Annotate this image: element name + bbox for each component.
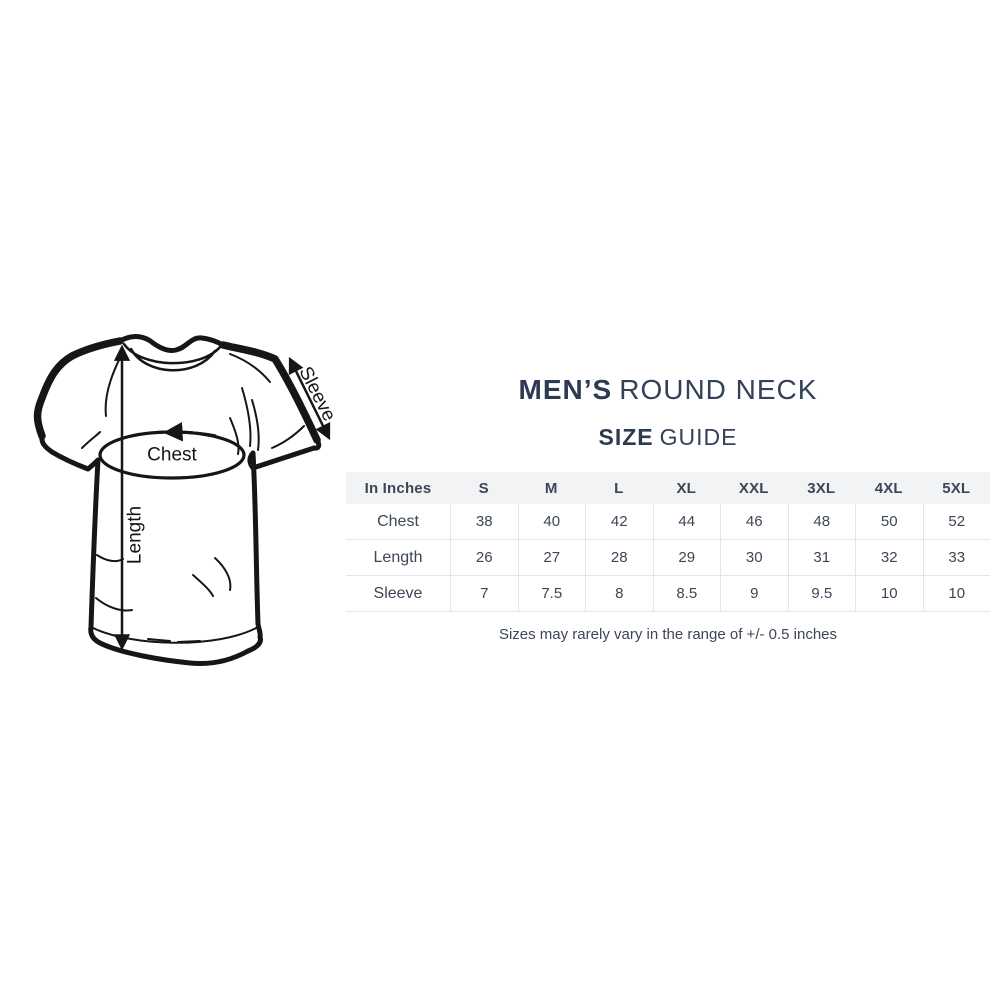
row-label-sleeve: Sleeve	[346, 576, 450, 612]
page-subtitle: SIZE GUIDE	[345, 424, 991, 451]
size-table: In Inches S M L XL XXL 3XL 4XL 5XL Chest…	[346, 472, 990, 612]
column-header-4xl: 4XL	[855, 472, 923, 504]
table-cell: 32	[855, 540, 923, 576]
collar-detail	[122, 342, 222, 372]
subtitle-emphasis: SIZE	[598, 424, 654, 450]
table-cell: 8.5	[652, 576, 720, 612]
length-label: Length	[125, 506, 146, 564]
column-header-l: L	[585, 472, 653, 504]
page-title: MEN’S ROUND NECK	[345, 374, 991, 406]
table-cell: 31	[787, 540, 855, 576]
table-cell: 48	[787, 504, 855, 540]
table-cell: 29	[652, 540, 720, 576]
row-label-length: Length	[346, 540, 450, 576]
chest-label: Chest	[147, 445, 197, 466]
column-header-s: S	[450, 472, 518, 504]
table-cell: 40	[517, 504, 585, 540]
table-cell: 42	[585, 504, 653, 540]
tshirt-measurement-diagram: Chest Length Sleeve	[33, 334, 340, 666]
column-header-xxl: XXL	[720, 472, 788, 504]
column-header-unit: In Inches	[346, 472, 450, 504]
column-header-3xl: 3XL	[787, 472, 855, 504]
table-cell: 9.5	[787, 576, 855, 612]
table-cell: 28	[585, 540, 653, 576]
tshirt-outline	[35, 334, 322, 666]
table-cell: 30	[720, 540, 788, 576]
table-cell: 9	[720, 576, 788, 612]
table-cell: 44	[652, 504, 720, 540]
table-cell: 50	[855, 504, 923, 540]
column-header-5xl: 5XL	[922, 472, 990, 504]
table-cell: 10	[855, 576, 923, 612]
table-cell: 27	[517, 540, 585, 576]
column-header-xl: XL	[652, 472, 720, 504]
size-disclaimer: Sizes may rarely vary in the range of +/…	[498, 626, 838, 643]
title-rest: ROUND NECK	[619, 374, 818, 405]
subtitle-rest: GUIDE	[659, 424, 738, 450]
row-label-chest: Chest	[346, 504, 450, 540]
table-cell: 52	[922, 504, 990, 540]
table-cell: 10	[922, 576, 990, 612]
table-cell: 46	[720, 504, 788, 540]
table-cell: 26	[450, 540, 518, 576]
table-cell: 38	[450, 504, 518, 540]
chest-arrow	[163, 421, 217, 442]
column-header-m: M	[517, 472, 585, 504]
table-cell: 7.5	[517, 576, 585, 612]
table-cell: 33	[922, 540, 990, 576]
title-emphasis: MEN’S	[518, 374, 613, 405]
table-cell: 8	[585, 576, 653, 612]
sleeve-arrow	[288, 356, 331, 441]
table-cell: 7	[450, 576, 518, 612]
